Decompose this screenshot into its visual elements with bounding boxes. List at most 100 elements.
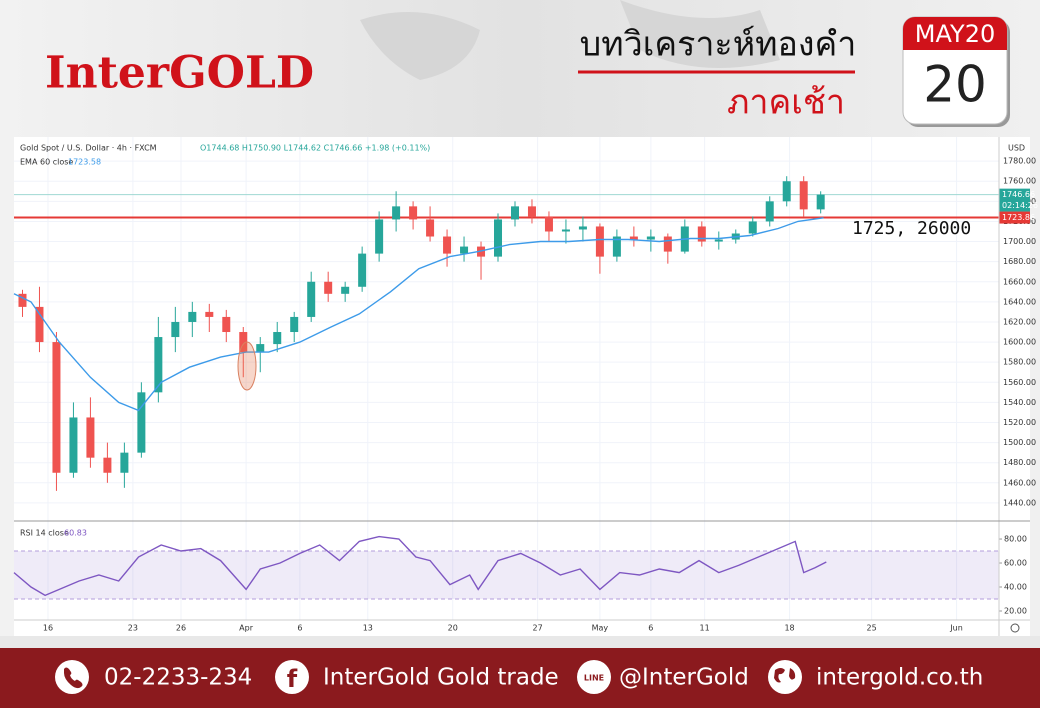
candle-body: [527, 206, 536, 217]
settings-icon[interactable]: [1010, 623, 1020, 633]
globe-icon: [768, 660, 802, 694]
candle-body: [799, 181, 808, 210]
legend-value: 60.83: [64, 529, 87, 538]
candle-body: [290, 316, 299, 333]
candle-body: [561, 229, 570, 232]
candle-body: [578, 226, 587, 230]
y-tick-label: 1560.00: [1003, 378, 1036, 387]
candle-body: [460, 246, 469, 254]
countdown: 02:14:26: [1002, 201, 1038, 210]
y-tick-label: 1580.00: [1003, 358, 1036, 367]
ohlc: O1744.68 H1750.90 L1744.62 C1746.66 +1.9…: [200, 144, 430, 153]
calendar-top: [903, 17, 1007, 50]
candle-body: [307, 281, 316, 317]
y-tick-label: 1780.00: [1003, 157, 1036, 166]
footer-gap: [0, 636, 1040, 648]
candle-body: [612, 236, 621, 257]
chart-title: Gold Spot / U.S. Dollar · 4h · FXCM: [20, 144, 157, 153]
candle-body: [782, 181, 791, 202]
website: intergold.co.th: [816, 665, 983, 691]
legend-name: EMA 60 close: [20, 158, 73, 167]
candle-body: [171, 321, 180, 338]
candle-body: [426, 219, 435, 237]
candle-body: [629, 236, 638, 240]
candle-body: [205, 311, 214, 317]
subtitle: ภาคเช้า: [727, 83, 845, 123]
y-tick-label: 1660.00: [1003, 277, 1036, 286]
candle-body: [103, 457, 112, 473]
x-tick-label: 6: [648, 624, 653, 633]
y-tick-label: 60.00: [1004, 559, 1027, 568]
x-tick-label: 23: [128, 624, 138, 633]
rsi-band: [14, 551, 999, 600]
candle-body: [273, 332, 282, 345]
y-tick-label: 1760.00: [1003, 177, 1036, 186]
legend-value: 1723.58: [68, 158, 101, 167]
candle-body: [765, 201, 774, 222]
y-tick-label: 1620.00: [1003, 317, 1036, 326]
currency: USD: [1008, 144, 1025, 153]
brand: InterGOLD: [45, 48, 314, 99]
candle-body: [222, 316, 231, 333]
y-tick-label: 1520.00: [1003, 418, 1036, 427]
y-tick-label: 1680.00: [1003, 257, 1036, 266]
x-tick-label: 11: [700, 624, 710, 633]
x-tick-label: 18: [784, 624, 794, 633]
facebook-icon: [275, 660, 309, 694]
annotation: 1725, 26000: [852, 218, 971, 239]
facebook-glyph: f: [287, 665, 298, 693]
highlight: [237, 341, 257, 391]
line-icon: [577, 660, 611, 694]
line-glyph: LINE: [584, 674, 604, 683]
candle-body: [409, 206, 418, 220]
x-tick-label: 27: [533, 624, 543, 633]
y-tick-label: 1480.00: [1003, 458, 1036, 467]
chart-panel: [14, 137, 1030, 636]
x-tick-label: 16: [43, 624, 53, 633]
x-tick-label: 25: [867, 624, 877, 633]
candle-body: [86, 417, 95, 458]
y-tick-label: 1700.00: [1003, 237, 1036, 246]
y-tick-label: 1540.00: [1003, 398, 1036, 407]
title: บทวิเคราะห์ทองคำ: [580, 25, 857, 65]
globe-glyph: [774, 668, 796, 683]
y-tick-label: 1640.00: [1003, 297, 1036, 306]
last-price-badge: [999, 188, 1030, 212]
y-tick-label: 40.00: [1004, 583, 1027, 592]
candle-body: [375, 219, 384, 254]
facebook: InterGold Gold trade: [323, 665, 559, 691]
price-line-label: 1723.86: [1002, 213, 1035, 222]
legend-name: RSI 14 close: [20, 529, 69, 538]
candle-body: [697, 226, 706, 242]
map-shape: [360, 0, 780, 80]
x-tick-label: Apr: [239, 624, 254, 633]
calendar-day: 20: [923, 56, 987, 114]
phone-icon: [55, 660, 89, 694]
candle-body: [324, 281, 333, 294]
candle-body: [816, 194, 825, 210]
y-tick-label: 1500.00: [1003, 438, 1036, 447]
candle-body: [510, 206, 519, 220]
calendar-month: MAY20: [915, 20, 995, 48]
x-tick-label: 6: [297, 624, 302, 633]
y-tick-label: 1600.00: [1003, 338, 1036, 347]
candle-body: [663, 236, 672, 252]
footer: [0, 648, 1040, 708]
candle-body: [239, 332, 248, 353]
candle-body: [714, 239, 723, 242]
x-tick-label: May: [592, 624, 609, 633]
candle-body: [341, 286, 350, 294]
candle-body: [595, 226, 604, 257]
x-tick-label: 26: [176, 624, 186, 633]
last-price: 1746.66: [1002, 190, 1035, 199]
candle-body: [120, 452, 129, 473]
line-id: @InterGold: [619, 665, 749, 691]
y-tick-label: 1440.00: [1003, 498, 1036, 507]
candle-body: [35, 306, 44, 343]
candle-body: [748, 221, 757, 234]
candle-body: [544, 216, 553, 232]
candle-body: [154, 337, 163, 393]
candle-body: [69, 417, 78, 473]
phone: 02-2233-234: [104, 665, 252, 691]
candle-body: [494, 219, 503, 257]
